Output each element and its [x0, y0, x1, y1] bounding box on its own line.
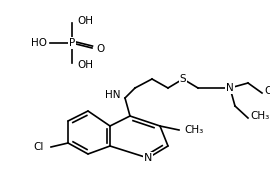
- Text: CH₃: CH₃: [184, 125, 203, 135]
- Text: S: S: [180, 74, 186, 84]
- Text: N: N: [226, 83, 234, 93]
- Text: HO: HO: [31, 38, 47, 48]
- Text: HN: HN: [104, 90, 120, 100]
- Text: P: P: [69, 38, 75, 48]
- Text: N: N: [144, 153, 152, 163]
- Text: Cl: Cl: [34, 142, 44, 152]
- Text: CH₃: CH₃: [264, 86, 270, 96]
- Text: OH: OH: [77, 60, 93, 70]
- Text: CH₃: CH₃: [250, 111, 269, 121]
- Text: OH: OH: [77, 16, 93, 26]
- Text: O: O: [96, 44, 104, 54]
